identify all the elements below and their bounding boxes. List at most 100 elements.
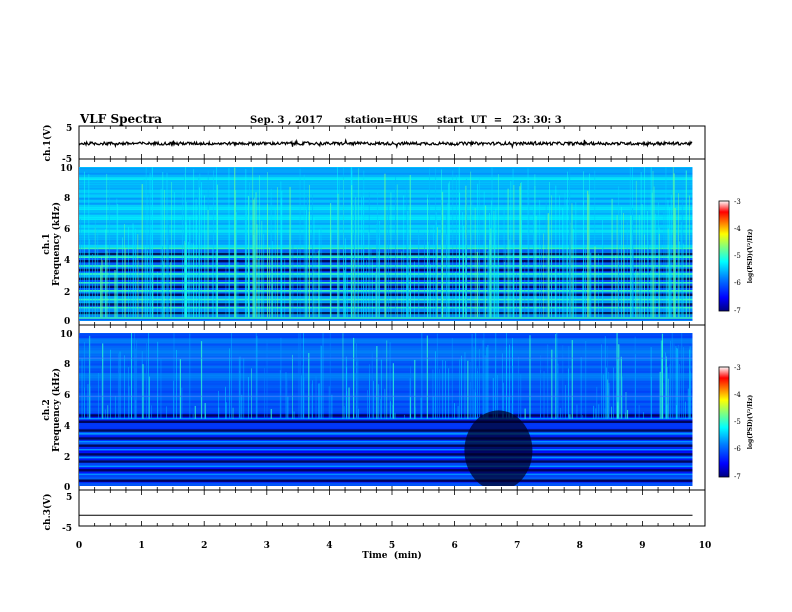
sferic-streak xyxy=(583,201,584,318)
sferic-streak xyxy=(650,167,652,318)
sferic-streak xyxy=(667,228,669,318)
station-label: station=HUS xyxy=(345,115,418,126)
sferic-streak xyxy=(344,238,346,318)
sferic-streak xyxy=(358,168,360,318)
sferic-streak xyxy=(251,368,252,419)
sferic-streak xyxy=(270,409,272,419)
frequency-band xyxy=(79,209,693,213)
sferic-streak xyxy=(343,167,344,318)
sferic-streak xyxy=(632,208,634,318)
ch2-freq-tick-2: 2 xyxy=(64,453,70,463)
date-label: Sep. 3 , 2017 xyxy=(250,115,323,126)
sferic-streak xyxy=(105,257,106,318)
sferic-streak xyxy=(162,246,163,318)
sferic-streak xyxy=(441,191,444,318)
sferic-streak xyxy=(512,338,513,419)
sferic-streak xyxy=(459,192,460,318)
sferic-streak xyxy=(254,227,256,318)
frequency-band xyxy=(79,360,693,364)
x-tick-label: 4 xyxy=(326,541,332,551)
sferic-streak xyxy=(473,347,475,419)
sferic-streak xyxy=(216,184,218,318)
sferic-streak xyxy=(457,405,459,419)
sferic-streak xyxy=(669,207,670,318)
frequency-band xyxy=(79,227,693,230)
frequency-band xyxy=(79,434,693,438)
sferic-streak xyxy=(524,262,526,318)
frequency-band xyxy=(79,397,693,401)
sferic-streak xyxy=(347,273,349,318)
sferic-streak xyxy=(477,371,478,419)
sferic-streak xyxy=(677,227,679,318)
sferic-streak xyxy=(133,224,135,318)
sferic-streak xyxy=(213,170,214,318)
frequency-band xyxy=(79,214,693,218)
sferic-streak xyxy=(615,255,616,318)
x-tick-label: 7 xyxy=(514,541,520,551)
sferic-streak xyxy=(663,212,665,318)
sferic-streak xyxy=(564,385,566,419)
sferic-streak xyxy=(237,261,239,318)
sferic-streak xyxy=(215,250,217,318)
bright-frequency-line xyxy=(79,265,693,267)
sferic-streak xyxy=(439,368,440,419)
sferic-streak xyxy=(678,241,680,318)
faint-frequency-line xyxy=(79,357,693,359)
sferic-streak xyxy=(264,367,265,419)
sferic-streak xyxy=(569,414,571,419)
sferic-streak xyxy=(476,251,478,318)
bright-frequency-line xyxy=(79,456,693,459)
sferic-streak xyxy=(493,210,495,318)
ch2-freq-tick-8: 8 xyxy=(64,360,70,370)
sferic-streak xyxy=(151,255,153,318)
sferic-streak xyxy=(319,248,320,318)
sferic-streak xyxy=(665,356,667,419)
sferic-streak xyxy=(162,172,164,318)
sferic-streak xyxy=(204,195,205,318)
figure-title: VLF Spectra xyxy=(79,112,162,126)
sferic-streak xyxy=(484,355,486,419)
sferic-streak xyxy=(160,188,162,318)
sferic-streak xyxy=(568,346,570,419)
sferic-streak xyxy=(448,181,450,318)
x-tick-label: 6 xyxy=(451,541,457,551)
sferic-streak xyxy=(497,210,499,318)
sferic-streak xyxy=(459,359,460,419)
sferic-streak xyxy=(108,179,110,318)
sferic-streak xyxy=(319,383,320,419)
sferic-streak xyxy=(430,264,431,318)
sferic-streak xyxy=(503,207,505,318)
ch3-ytick-bottom: -5 xyxy=(62,524,72,534)
sferic-streak xyxy=(555,333,556,419)
frequency-band xyxy=(79,219,693,223)
sferic-streak xyxy=(607,371,609,419)
sferic-streak xyxy=(668,245,670,318)
sferic-streak xyxy=(157,394,158,419)
sferic-streak xyxy=(644,167,645,318)
sferic-streak xyxy=(564,193,566,318)
sferic-streak xyxy=(582,270,583,318)
sferic-streak xyxy=(435,168,437,318)
sferic-streak xyxy=(639,265,641,318)
frequency-band xyxy=(79,229,693,233)
sferic-streak xyxy=(239,356,241,419)
sferic-streak xyxy=(666,366,668,419)
sferic-streak xyxy=(353,259,355,318)
sferic-streak xyxy=(452,170,454,318)
sferic-streak xyxy=(235,190,237,318)
sferic-streak xyxy=(559,195,560,318)
sferic-streak xyxy=(186,255,188,318)
sferic-streak xyxy=(648,240,649,318)
ch2-channel-label: ch.2 xyxy=(42,399,52,420)
ch3-waveform-panel: 5 -5 ch.3(V) xyxy=(42,493,693,534)
sferic-streak xyxy=(569,167,571,318)
sferic-streak xyxy=(512,168,514,318)
x-tick-label: 0 xyxy=(76,541,82,551)
sferic-streak xyxy=(136,340,137,419)
no-data-region xyxy=(692,167,693,321)
sferic-streak xyxy=(125,248,127,318)
sferic-streak xyxy=(687,388,689,419)
sferic-streak xyxy=(621,376,623,419)
sferic-streak xyxy=(666,405,668,419)
sferic-streak xyxy=(442,360,444,419)
